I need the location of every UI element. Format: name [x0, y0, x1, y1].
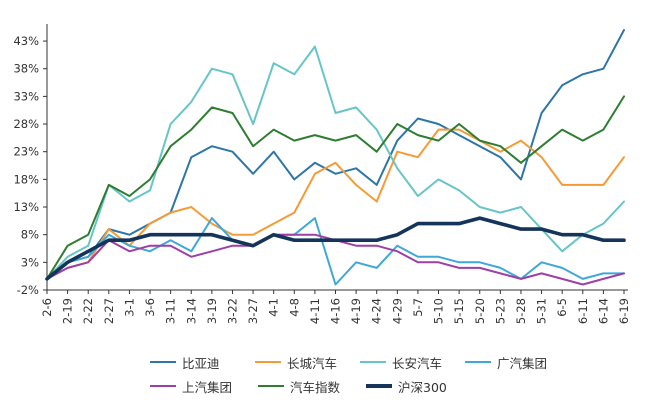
x-tick-label: 3-19	[205, 298, 219, 324]
x-tick-label: 3-6	[143, 298, 157, 317]
x-tick-label: 2-6	[40, 298, 54, 317]
series-line-3	[46, 217, 625, 286]
legend-row-2: 上汽集团 汽车指数 沪深300	[150, 374, 570, 398]
legend-label-saic: 上汽集团	[182, 379, 233, 395]
legend-item-gac: 广汽集团	[465, 353, 570, 372]
y-tick-label: 18%	[13, 172, 39, 186]
y-tick-label: 3%	[21, 255, 39, 269]
x-tick-label: 4-29	[390, 298, 404, 324]
legend-swatch-changan	[360, 361, 386, 363]
legend-swatch-byd	[150, 361, 176, 363]
x-tick-label: 5-7	[411, 298, 425, 317]
axis-layer: -2% 3% 8% 13% 18% 23% 28% 33% 38% 43% 2-6 2-19 2-22 2…	[13, 24, 631, 324]
legend-swatch-saic	[150, 385, 176, 387]
legend-swatch-auto-index	[258, 385, 284, 387]
legend-item-saic: 上汽集团	[150, 377, 258, 396]
y-tick-label: 13%	[13, 200, 39, 214]
y-tick-label: 43%	[13, 34, 39, 48]
y-tick-label: 38%	[13, 62, 39, 76]
legend: 比亚迪 长城汽车 长安汽车 广汽集团 上汽集团 汽车指数	[150, 350, 570, 398]
x-tick-label: 4-24	[370, 298, 384, 324]
x-tick-label: 2-27	[102, 298, 116, 324]
y-tick-label: 8%	[21, 228, 39, 242]
legend-swatch-gac	[465, 361, 491, 363]
legend-label-byd: 比亚迪	[182, 355, 220, 371]
legend-row-1: 比亚迪 长城汽车 长安汽车 广汽集团	[150, 350, 570, 374]
legend-label-auto-index: 汽车指数	[290, 379, 341, 395]
legend-swatch-csi300	[366, 384, 392, 388]
x-tick-label: 3-27	[246, 298, 260, 324]
x-tick-label: 6-19	[617, 298, 631, 324]
x-tick-label: 3-22	[225, 298, 239, 324]
x-tick-label: 3-14	[184, 298, 198, 324]
x-tick-label: 6-14	[596, 298, 610, 324]
series-line-1	[46, 128, 625, 280]
x-tick-label: 3-1	[122, 298, 136, 317]
x-tick-label: 4-8	[287, 298, 301, 317]
x-tick-label: 5-28	[514, 298, 528, 324]
series-line-2	[46, 45, 625, 280]
legend-item-auto-index: 汽车指数	[258, 377, 366, 396]
series-layer	[45, 29, 626, 286]
x-tick-label: 2-22	[81, 298, 95, 324]
series-line-6	[45, 216, 626, 281]
legend-label-great-wall: 长城汽车	[287, 355, 338, 371]
legend-swatch-great-wall	[255, 361, 281, 363]
legend-item-great-wall: 长城汽车	[255, 353, 360, 372]
x-tick-label: 5-31	[535, 298, 549, 324]
y-tick-label: -2%	[17, 283, 39, 297]
x-tick-label: 6-5	[555, 298, 569, 317]
legend-item-csi300: 沪深300	[366, 377, 474, 396]
x-tick-label: 5-15	[452, 298, 466, 324]
y-tick-label: 33%	[13, 89, 39, 103]
x-tick-label: 4-16	[329, 298, 343, 324]
x-tick-label: 4-1	[267, 298, 281, 317]
x-tick-label: 5-20	[473, 298, 487, 324]
x-tick-label: 4-11	[308, 298, 322, 324]
x-tick-label: 4-19	[349, 298, 363, 324]
y-tick-label: 28%	[13, 117, 39, 131]
x-tick-label: 5-23	[493, 298, 507, 324]
legend-item-changan: 长安汽车	[360, 353, 465, 372]
legend-label-gac: 广汽集团	[497, 355, 548, 371]
x-tick-label: 2-19	[61, 298, 75, 324]
series-line-5	[46, 95, 625, 280]
x-tick-label: 5-10	[432, 298, 446, 324]
x-tick-label: 6-11	[576, 298, 590, 324]
y-tick-label: 23%	[13, 145, 39, 159]
legend-item-byd: 比亚迪	[150, 353, 255, 372]
legend-label-csi300: 沪深300	[398, 379, 447, 395]
legend-label-changan: 长安汽车	[392, 355, 443, 371]
x-tick-label: 3-11	[164, 298, 178, 324]
